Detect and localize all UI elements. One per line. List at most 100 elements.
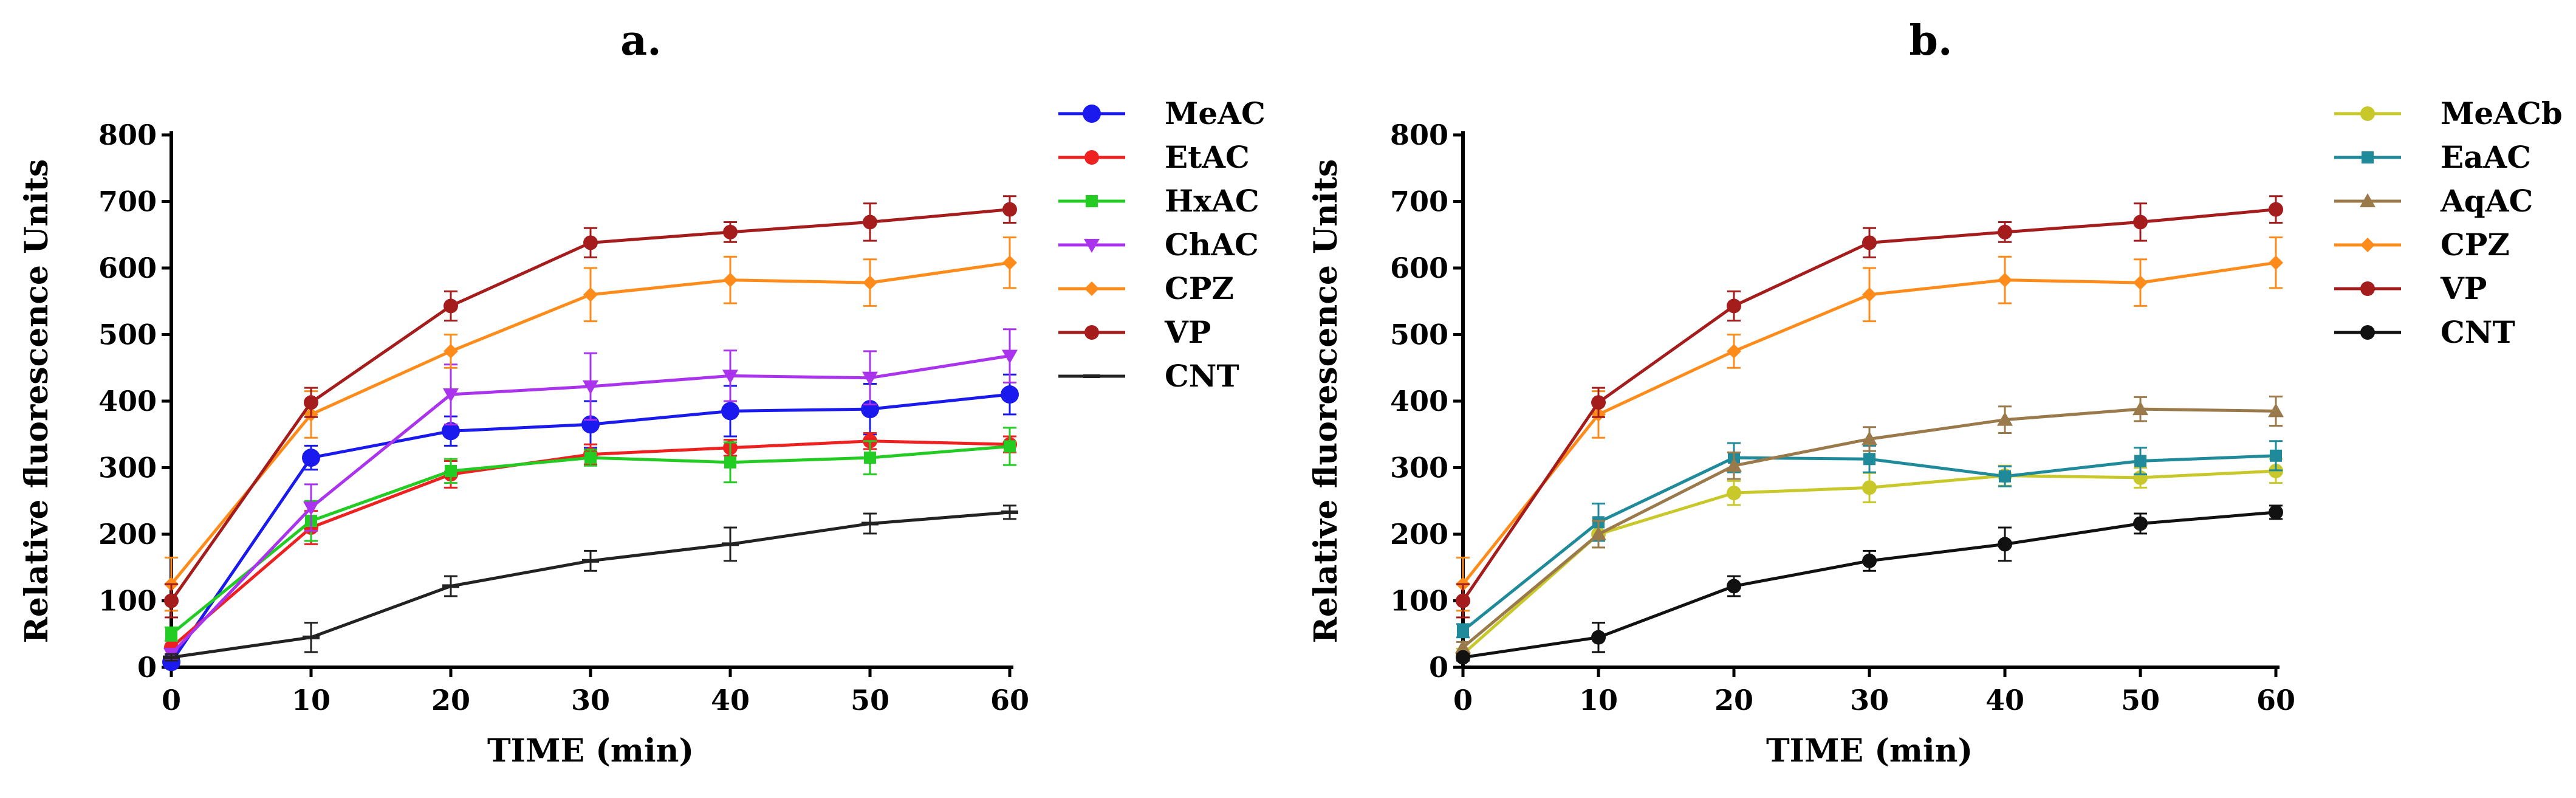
x-axis-title: TIME (min): [487, 732, 694, 769]
x-tick-label: 10: [292, 684, 331, 717]
data-point: [165, 628, 177, 641]
data-point: [1001, 385, 1019, 404]
data-point: [1727, 579, 1741, 594]
data-point: [582, 559, 599, 563]
legend-marker: [2360, 193, 2376, 207]
x-tick-label: 20: [1714, 684, 1753, 717]
legend-item-etac: EtAC: [1058, 139, 1250, 175]
data-point: [1862, 431, 1877, 445]
y-tick-label: 700: [98, 185, 157, 218]
data-point: [1998, 537, 2012, 552]
x-tick-label: 60: [990, 684, 1029, 717]
data-point: [1862, 287, 1877, 302]
data-point: [1002, 202, 1017, 217]
data-point: [1455, 639, 1471, 654]
legend-marker: [2362, 151, 2374, 163]
data-point: [303, 635, 320, 639]
legend-item-cnt: CNT: [2334, 314, 2515, 350]
x-axis-title: TIME (min): [1766, 732, 1973, 769]
data-point: [303, 501, 319, 516]
data-point: [2269, 504, 2283, 520]
y-tick-label: 100: [1390, 585, 1448, 617]
data-point: [864, 452, 876, 464]
data-point: [1999, 470, 2011, 483]
y-tick-label: 600: [98, 252, 157, 284]
data-point: [1727, 298, 1741, 314]
data-point: [2270, 449, 2282, 462]
series-cnt: [1456, 504, 2283, 665]
y-tick-label: 400: [1390, 385, 1448, 418]
legend-marker: [2360, 106, 2375, 121]
data-point: [1456, 650, 1470, 665]
data-point: [723, 272, 738, 287]
data-point: [2132, 401, 2148, 416]
series-aqac: [1455, 395, 2284, 654]
legend-item-cpz: CPZ: [1058, 270, 1234, 306]
legend-label: MeAC: [1165, 95, 1266, 131]
y-tick-label: 100: [98, 585, 157, 617]
legend-item-hxac: HxAC: [1058, 183, 1259, 219]
legend-item-meac: MeAC: [1058, 95, 1266, 131]
y-tick-label: 0: [1429, 651, 1448, 684]
data-point: [723, 224, 738, 239]
legend-marker: [1084, 150, 1099, 165]
chart-panel-a: a. 0 100 200 300 400 500 600 700 800 0 10 20 30 40 50 60…: [18, 16, 1266, 769]
data-point: [583, 287, 598, 302]
data-point: [442, 584, 459, 588]
data-point: [1591, 395, 1606, 410]
y-tick-label: 500: [98, 318, 157, 351]
legend-marker: [2360, 325, 2375, 340]
data-point: [583, 235, 598, 250]
x-tick-label: 30: [571, 684, 610, 717]
y-tick-label: 400: [98, 385, 157, 418]
x-tick-label: 40: [1985, 684, 2024, 717]
y-tick-label: 300: [1390, 452, 1448, 484]
data-point: [1591, 630, 1606, 645]
data-point: [1862, 480, 1877, 495]
data-point: [163, 655, 180, 659]
data-point: [724, 456, 736, 469]
x-tick-label: 50: [851, 684, 889, 717]
data-point: [1004, 440, 1016, 453]
legend-marker: [1084, 239, 1100, 253]
data-point: [442, 422, 460, 441]
legend-label: VP: [1164, 314, 1211, 350]
y-tick-label: 200: [98, 518, 157, 551]
data-point: [862, 371, 878, 386]
x-tick-label: 0: [1453, 684, 1473, 717]
series-vp: [1456, 195, 2283, 619]
data-point: [2134, 455, 2146, 467]
data-point: [721, 402, 739, 421]
chart-panel-b: b. 0 100 200 300 400 500 600 700 800 0 10 20 30 40 50 60…: [1307, 16, 2563, 769]
legend-label: CPZ: [1165, 270, 1234, 306]
data-point: [1456, 593, 1470, 608]
data-point: [302, 449, 320, 467]
y-tick-label: 300: [98, 452, 157, 484]
legend-label: AqAC: [2440, 183, 2533, 219]
legend-label: ChAC: [1165, 227, 1259, 263]
y-tick-label: 800: [98, 119, 157, 151]
data-point: [1862, 553, 1877, 568]
x-tick-label: 0: [162, 684, 181, 717]
x-tick-label: 30: [1850, 684, 1889, 717]
data-point: [304, 395, 318, 410]
data-point: [1591, 526, 1606, 540]
data-point: [722, 542, 739, 546]
data-point: [863, 215, 877, 230]
series-hxac: [165, 427, 1016, 642]
y-tick-label: 200: [1390, 518, 1448, 551]
x-tick-label: 20: [431, 684, 470, 717]
data-point: [1727, 486, 1741, 501]
data-point: [862, 521, 879, 526]
data-point: [2133, 275, 2148, 291]
legend-marker: [1084, 325, 1099, 340]
series-eaac: [1456, 440, 2283, 639]
data-point: [1998, 224, 2012, 239]
legend-label: HxAC: [1165, 183, 1259, 219]
series-vp: [164, 195, 1017, 619]
legend-item-cnt: CNT: [1058, 358, 1239, 394]
y-tick-label: 800: [1390, 119, 1448, 151]
legend-item-vp: VP: [1058, 314, 1211, 350]
legend-marker: [1084, 281, 1099, 296]
